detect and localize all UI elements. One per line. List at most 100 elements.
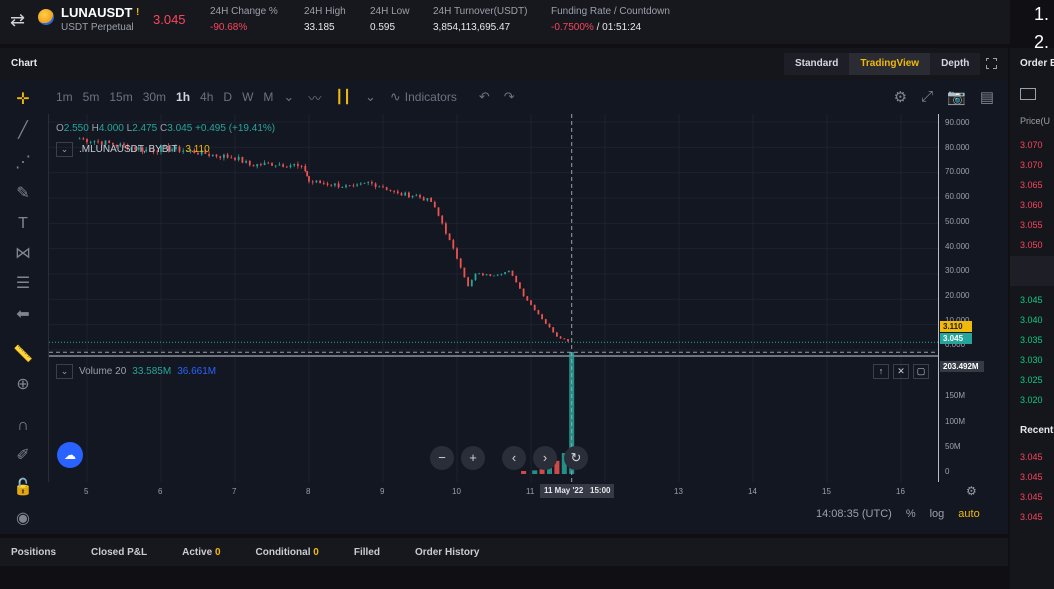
line-chart-icon[interactable]: 〰	[308, 90, 322, 106]
tab-closed-pnl[interactable]: Closed P&L	[91, 547, 147, 558]
log-toggle[interactable]: log	[929, 508, 945, 520]
auto-toggle[interactable]: auto	[958, 508, 980, 520]
redo-icon[interactable]: ↷	[503, 89, 515, 104]
zoom-in-icon[interactable]: +	[461, 446, 485, 470]
candle-body	[433, 201, 436, 208]
info-icon[interactable]: !	[136, 7, 140, 18]
price-axis[interactable]: 90.000 80.000 70.000 60.000 50.000 40.00…	[938, 114, 1000, 482]
pencil-lock-icon[interactable]: ✐	[16, 447, 30, 464]
scroll-left-icon[interactable]: ‹	[502, 446, 526, 470]
stat-value: 33.185	[304, 22, 335, 33]
crosshair-date-label: 11 May '22	[540, 484, 588, 498]
zoom-in-icon[interactable]: ⊕	[16, 376, 30, 393]
trendline-icon[interactable]: ╱	[18, 122, 28, 139]
bid-price[interactable]: 3.040	[1020, 315, 1043, 325]
candles-icon[interactable]: ┃┃	[335, 89, 351, 104]
time-tick: 8	[306, 487, 311, 496]
axis-settings-gear-icon[interactable]: ⚙	[966, 484, 977, 498]
stat-label: 24H Change %	[210, 6, 278, 17]
collapse-chevron-icon[interactable]: ⌄	[56, 142, 73, 157]
timeframe-m[interactable]: M	[263, 90, 274, 104]
reset-icon[interactable]: ↻	[564, 446, 588, 470]
timeframe-w[interactable]: W	[242, 90, 254, 104]
text-icon[interactable]: T	[18, 215, 28, 232]
layout-icon[interactable]: ▤	[979, 89, 994, 106]
arrow-left-icon[interactable]: ⬅	[16, 306, 30, 323]
tab-count: 0	[214, 546, 221, 558]
candle-body	[363, 182, 366, 184]
time-tick: 11	[526, 487, 535, 496]
candle-body	[396, 191, 399, 194]
tab-order-history[interactable]: Order History	[415, 547, 479, 558]
indicators-button[interactable]: Indicators	[404, 90, 457, 104]
tab-conditional[interactable]: Conditional 0	[256, 547, 319, 558]
timeframe-1h[interactable]: 1h	[176, 90, 191, 104]
ask-price[interactable]: 3.070	[1020, 160, 1043, 170]
ask-price[interactable]: 3.070	[1020, 140, 1043, 150]
price-tick: 40.000	[945, 242, 970, 251]
time-axis[interactable]: 5 6 7 8 9 10 11 11 May '22 15:00 13 14 1…	[48, 482, 938, 502]
footer-area	[0, 566, 1008, 589]
pattern-icon[interactable]: ⋈	[15, 245, 31, 262]
timeframe-15m[interactable]: 15m	[109, 90, 133, 104]
bid-price[interactable]: 3.020	[1020, 395, 1043, 405]
timeframe-5m[interactable]: 5m	[82, 90, 100, 104]
fullscreen-icon[interactable]	[985, 57, 998, 70]
close-icon[interactable]: ✕	[893, 364, 909, 379]
candle-body	[86, 138, 88, 143]
zoom-out-icon[interactable]: −	[430, 446, 454, 470]
maximize-icon[interactable]: ▢	[913, 364, 929, 379]
candle-body	[308, 176, 310, 182]
tab-tradingview[interactable]: TradingView	[849, 53, 931, 75]
ask-price[interactable]: 3.055	[1020, 220, 1043, 230]
lock-icon[interactable]: 🔓	[13, 479, 33, 496]
tab-standard[interactable]: Standard	[795, 58, 839, 69]
indicators-icon[interactable]: ∿	[389, 89, 401, 104]
fullscreen-arrows-icon[interactable]: ⤢	[921, 88, 934, 105]
volume-tick: 150M	[945, 391, 966, 400]
ask-price[interactable]: 3.050	[1020, 240, 1043, 250]
candle-body	[489, 274, 492, 277]
timeframe-d[interactable]: D	[223, 90, 233, 104]
timeframe-4h[interactable]: 4h	[200, 90, 214, 104]
timeframe-1m[interactable]: 1m	[56, 90, 73, 104]
undo-icon[interactable]: ↶	[478, 89, 490, 104]
settings-gear-icon[interactable]: ⚙	[893, 89, 908, 106]
book-layout-icon[interactable]	[1020, 88, 1036, 100]
scroll-right-icon[interactable]: ›	[533, 446, 557, 470]
camera-icon[interactable]: 📷	[947, 89, 966, 106]
bid-price[interactable]: 3.045	[1020, 295, 1043, 305]
candle-body	[141, 147, 144, 152]
chevron-down-icon[interactable]: ⌄	[283, 89, 295, 104]
utc-clock[interactable]: 14:08:35 (UTC)	[816, 508, 892, 520]
funding-sep: /	[593, 22, 603, 33]
fib-icon[interactable]: ⋰	[15, 154, 31, 171]
symbol-name[interactable]: LUNAUSDT	[61, 5, 133, 20]
crosshair-icon[interactable]: ✛	[16, 91, 30, 108]
tab-positions[interactable]: Positions	[11, 547, 56, 558]
timeframe-30m[interactable]: 30m	[142, 90, 167, 104]
magnet-icon[interactable]: ∩	[17, 417, 29, 434]
candle-body	[467, 277, 469, 287]
bid-price[interactable]: 3.025	[1020, 375, 1043, 385]
tab-label: Positions	[11, 546, 57, 558]
prediction-icon[interactable]: ☰	[15, 275, 31, 292]
bid-price[interactable]: 3.035	[1020, 335, 1043, 345]
percent-toggle[interactable]: %	[905, 508, 916, 520]
ask-price[interactable]: 3.060	[1020, 200, 1043, 210]
chevron-down-icon[interactable]: ⌄	[364, 89, 376, 104]
plot-area[interactable]	[48, 114, 939, 482]
tab-depth[interactable]: Depth	[941, 58, 970, 69]
brush-icon[interactable]: ✎	[16, 185, 30, 202]
ruler-icon[interactable]: 📏	[13, 346, 33, 363]
collapse-chevron-icon[interactable]: ⌄	[56, 364, 73, 379]
ask-price[interactable]: 3.065	[1020, 180, 1043, 190]
candle-body	[359, 183, 362, 185]
tab-filled[interactable]: Filled	[354, 547, 380, 558]
bid-price[interactable]: 3.030	[1020, 355, 1043, 365]
swap-arrows-icon[interactable]: ⇄	[10, 10, 26, 30]
tab-active[interactable]: Active 0	[182, 547, 220, 558]
eye-icon[interactable]: ◉	[16, 510, 30, 527]
move-up-icon[interactable]: ↑	[873, 364, 889, 379]
candle-body	[371, 182, 373, 184]
